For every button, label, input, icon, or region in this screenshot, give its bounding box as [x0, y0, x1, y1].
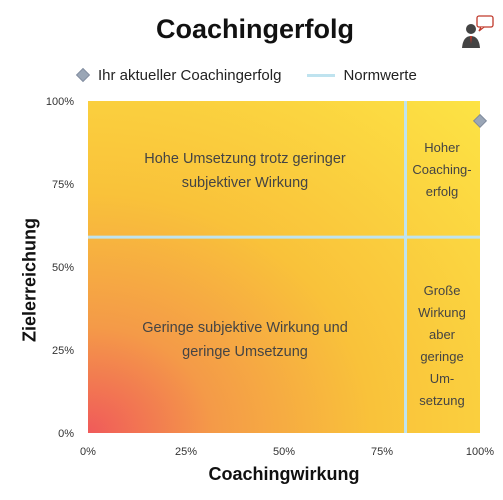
quadrant-bottom-right-line: setzung	[419, 393, 465, 408]
data-point-marker	[472, 113, 488, 128]
quadrant-bottom-right-line: Um-	[429, 371, 455, 386]
legend-current-label: Ihr aktueller Coachingerfolg	[98, 66, 282, 84]
y-tick-label: 25%	[52, 345, 74, 357]
chart-title: Coachingerfolg	[155, 14, 354, 44]
y-tick-label: 100%	[46, 96, 74, 108]
x-axis-label: Coachingwirkung	[208, 464, 360, 484]
legend-item-norm: Normwerte	[307, 66, 417, 84]
quadrant-bottom-left-label: Geringe subjektive Wirkung und geringe U…	[142, 320, 348, 360]
quadrant-bottom-right-line: Wirkung	[418, 305, 466, 320]
quadrant-bottom-right-line: geringe	[420, 349, 464, 364]
y-tick-label: 50%	[52, 262, 74, 274]
y-tick-label: 0%	[58, 428, 74, 440]
legend: Ihr aktueller Coachingerfolg Normwerte	[75, 64, 443, 86]
plot-background	[88, 101, 480, 433]
x-tick-label: 100%	[466, 446, 494, 458]
quadrant-top-right-line: Hoher	[424, 140, 460, 155]
quadrant-top-right-label: Hoher Coaching-erfolg	[406, 137, 478, 203]
quadrant-bottom-right-line: aber	[428, 327, 456, 342]
y-axis-label: Zielerreichung	[19, 217, 40, 343]
x-tick-label: 50%	[273, 446, 295, 458]
quadrant-top-right-line: Coaching-	[412, 162, 472, 177]
legend-norm-label: Normwerte	[343, 66, 417, 84]
y-tick-label: 75%	[52, 179, 74, 191]
quadrant-bottom-right-label: Große Wirkung aber geringe Um-setzung	[406, 280, 478, 412]
coach-avatar-icon	[460, 14, 496, 50]
legend-item-current: Ihr aktueller Coachingerfolg	[75, 66, 282, 84]
quadrant-top-right-line: erfolg	[425, 184, 459, 199]
x-tick-label: 0%	[80, 446, 96, 458]
quadrant-top-left-label: Hohe Umsetzung trotz geringer subjektive…	[144, 151, 346, 191]
x-tick-label: 75%	[371, 446, 393, 458]
quadrant-bottom-right-line: Große	[423, 283, 461, 298]
norm-line-icon	[307, 73, 336, 77]
x-tick-label: 25%	[175, 446, 197, 458]
